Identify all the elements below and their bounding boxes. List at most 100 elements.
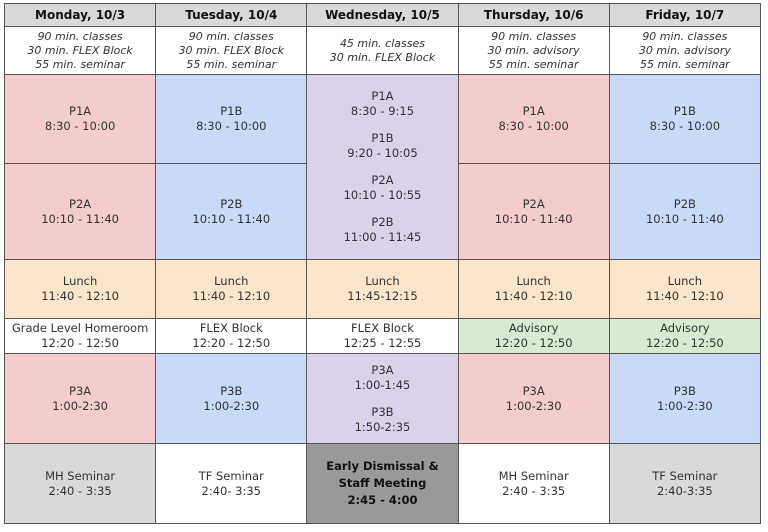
block-tuesday-p1b: P1B 8:30 - 10:00 — [155, 74, 308, 164]
block-time: 12:20 - 12:50 — [41, 336, 119, 350]
block-thursday-p3a: P3A 1:00-2:30 — [457, 353, 610, 444]
block-name: P1A — [69, 104, 92, 118]
block-time: 10:10 - 11:40 — [41, 211, 119, 226]
block-time: 10:10 - 11:40 — [192, 211, 271, 226]
lunch-friday: Lunch 11:40 - 12:10 — [608, 259, 761, 319]
block-name: MH Seminar — [498, 468, 569, 483]
advisory-thursday: Advisory 12:20 - 12:50 — [457, 318, 610, 354]
block-time: 1:00-2:30 — [203, 398, 260, 413]
block-time: 11:40 - 12:10 — [645, 289, 724, 303]
block-name: Advisory — [508, 321, 559, 335]
seminar-thursday: MH Seminar 2:40 - 3:35 — [457, 443, 610, 524]
day-header-wednesday: Wednesday, 10/5 — [306, 3, 459, 27]
day-notes-tuesday: 90 min. classes 30 min. FLEX Block 55 mi… — [155, 26, 308, 75]
block-name: Lunch — [214, 274, 249, 288]
block-thursday-p1a: P1A 8:30 - 10:00 — [457, 74, 610, 164]
weekly-schedule-table: Monday, 10/3 Tuesday, 10/4 Wednesday, 10… — [3, 3, 761, 524]
block-time: 11:40 - 12:10 — [494, 289, 573, 303]
block-time: 12:20 - 12:50 — [645, 336, 724, 350]
lunch-wednesday: Lunch 11:45-12:15 — [306, 259, 459, 319]
day-notes-wednesday: 45 min. classes 30 min. FLEX Block — [306, 26, 459, 75]
block-time: 2:40 - 3:35 — [502, 483, 566, 498]
block-name: Lunch — [62, 274, 98, 288]
flex-block-tuesday: FLEX Block 12:20 - 12:50 — [155, 318, 308, 354]
note-line: 90 min. classes — [188, 29, 274, 43]
homeroom-monday: Grade Level Homeroom 12:20 - 12:50 — [3, 318, 157, 354]
seminar-row: MH Seminar 2:40 - 3:35 TF Seminar 2:40- … — [3, 443, 761, 524]
block-name: P3A — [371, 362, 394, 377]
block-name: Advisory — [660, 321, 710, 335]
block-name: P3A — [69, 383, 92, 398]
block-time: 9:20 - 10:05 — [347, 146, 418, 160]
block-friday-p1b: P1B 8:30 - 10:00 — [608, 74, 761, 164]
note-line: 45 min. classes — [339, 36, 425, 50]
block-time: 8:30 - 10:00 — [196, 119, 267, 133]
block-time: 2:40- 3:35 — [201, 483, 262, 498]
day-notes-monday: 90 min. classes 30 min. FLEX Block 55 mi… — [3, 26, 157, 75]
block-name: P2B — [220, 196, 243, 211]
block-time: 8:30 - 10:00 — [649, 119, 721, 133]
lunch-tuesday: Lunch 11:40 - 12:10 — [155, 259, 308, 319]
block-time: 10:10 - 11:40 — [645, 211, 724, 226]
lunch-monday: Lunch 11:40 - 12:10 — [3, 259, 157, 319]
block-monday-p2a: P2A 10:10 - 11:40 — [3, 163, 157, 260]
note-line: 90 min. classes — [491, 29, 577, 43]
block-time: 11:45-12:15 — [347, 289, 418, 303]
block-name: P1B — [371, 131, 394, 145]
block-name: P2A — [69, 196, 92, 211]
lunch-row: Lunch 11:40 - 12:10 Lunch 11:40 - 12:10 … — [3, 259, 761, 319]
block-name: Lunch — [667, 274, 703, 288]
block-time: 8:30 - 10:00 — [498, 119, 569, 133]
note-line: 55 min. seminar — [488, 57, 579, 71]
block-name: P1B — [673, 104, 696, 118]
block-wednesday-p3: P3A 1:00-1:45 P3B 1:50-2:35 — [306, 353, 459, 444]
block-name: P1B — [220, 104, 243, 118]
block-time: 11:40 - 12:10 — [192, 289, 271, 303]
block-time: 1:00-2:30 — [656, 398, 713, 413]
block-time: 11:40 - 12:10 — [41, 289, 119, 303]
seminar-tuesday: TF Seminar 2:40- 3:35 — [155, 443, 308, 524]
note-line: 30 min. FLEX Block — [27, 43, 133, 57]
block-name: MH Seminar — [45, 468, 116, 483]
note-line: 30 min. FLEX Block — [178, 43, 284, 57]
block-time: 12:20 - 12:50 — [192, 336, 271, 350]
block-name: FLEX Block — [199, 321, 263, 335]
block-name: P3B — [220, 383, 243, 398]
day-header-monday: Monday, 10/3 — [3, 3, 157, 27]
block-time: 1:00-2:30 — [505, 398, 562, 413]
block-name: P2A — [522, 196, 545, 211]
block-time: 2:40-3:35 — [656, 483, 713, 498]
block-name: P2B — [673, 196, 696, 211]
midday-row: Grade Level Homeroom 12:20 - 12:50 FLEX … — [3, 318, 761, 354]
block-time: 12:25 - 12:55 — [343, 336, 422, 350]
note-line: 30 min. FLEX Block — [329, 50, 436, 64]
block-monday-p3a: P3A 1:00-2:30 — [3, 353, 157, 444]
block-friday-p2b: P2B 10:10 - 11:40 — [608, 163, 761, 260]
block-time: 8:30 - 9:15 — [350, 104, 415, 118]
dismissal-line: Staff Meeting — [338, 476, 427, 490]
note-line: 90 min. classes — [37, 29, 123, 43]
block-time: 8:30 - 10:00 — [44, 119, 116, 133]
block-name: P2A — [371, 173, 394, 187]
block-time: 11:00 - 11:45 — [343, 230, 422, 244]
block-time: 12:20 - 12:50 — [494, 336, 573, 350]
day-header-friday: Friday, 10/7 — [608, 3, 761, 27]
early-dismissal-wednesday: Early Dismissal & Staff Meeting 2:45 - 4… — [306, 443, 459, 524]
day-notes-friday: 90 min. classes 30 min. advisory 55 min.… — [608, 26, 761, 75]
block-time: 10:10 - 11:40 — [494, 211, 573, 226]
period-1-row: P1A 8:30 - 10:00 P1B 8:30 - 10:00 P1A 8:… — [3, 74, 761, 260]
advisory-friday: Advisory 12:20 - 12:50 — [608, 318, 761, 354]
block-name: P1A — [371, 89, 394, 103]
flex-block-wednesday: FLEX Block 12:25 - 12:55 — [306, 318, 459, 354]
block-name: Lunch — [365, 274, 400, 288]
day-notes-thursday: 90 min. classes 30 min. advisory 55 min.… — [457, 26, 610, 75]
block-monday-p1a: P1A 8:30 - 10:00 — [3, 74, 157, 164]
header-row: Monday, 10/3 Tuesday, 10/4 Wednesday, 10… — [3, 3, 761, 27]
block-tuesday-p2b: P2B 10:10 - 11:40 — [155, 163, 308, 260]
block-time: 1:50-2:35 — [354, 419, 411, 434]
block-time: 2:40 - 3:35 — [48, 483, 112, 498]
dismissal-time: 2:45 - 4:00 — [347, 493, 418, 507]
notes-row: 90 min. classes 30 min. FLEX Block 55 mi… — [3, 26, 761, 75]
period-2-row: P2A 10:10 - 11:40 P2B 10:10 - 11:40 P2A … — [3, 163, 761, 260]
seminar-monday: MH Seminar 2:40 - 3:35 — [3, 443, 157, 524]
